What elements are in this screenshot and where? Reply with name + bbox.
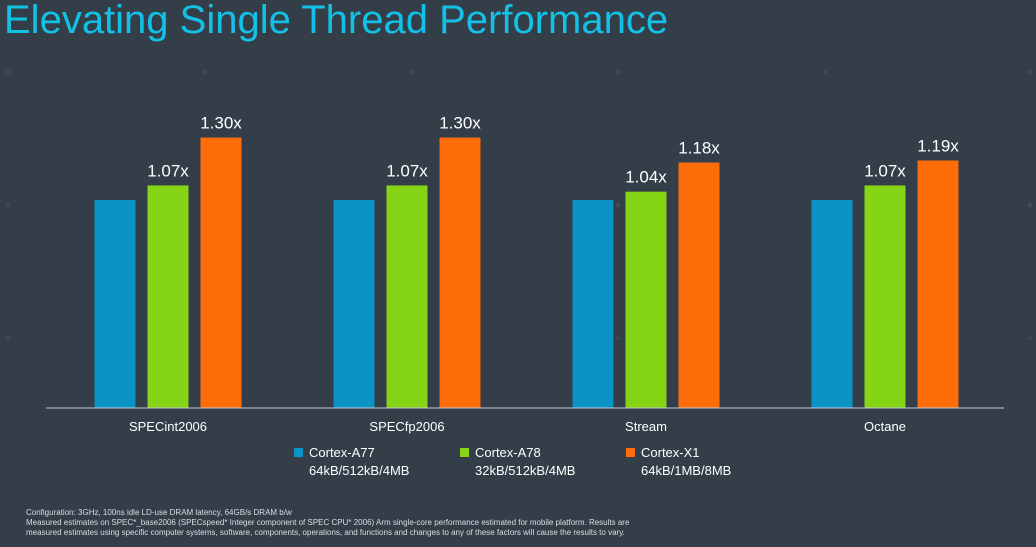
data-label: 1.19x xyxy=(917,136,959,155)
category-label: Stream xyxy=(625,419,667,434)
legend-detail: 64kB/512kB/4MB xyxy=(309,463,410,478)
data-label: 1.07x xyxy=(147,161,189,180)
plus-marker xyxy=(615,335,621,341)
legend-item-cortex-x1: Cortex-X1 64kB/1MB/8MB xyxy=(626,444,731,480)
legend-item-cortex-a77: Cortex-A77 64kB/512kB/4MB xyxy=(294,444,409,480)
plus-marker xyxy=(1027,202,1033,208)
plus-marker xyxy=(5,202,11,208)
bar-cortex-a77-specfp2006 xyxy=(333,200,375,408)
category-label: Octane xyxy=(864,419,906,434)
data-label: 1.18x xyxy=(678,139,720,158)
bar-cortex-a78-stream xyxy=(625,191,667,408)
plus-marker xyxy=(615,69,621,75)
plus-marker xyxy=(409,69,415,75)
plus-marker xyxy=(822,69,828,75)
legend-swatch-cortex-a78 xyxy=(460,448,469,457)
bar-chart: 1.07x 1.30x 1.07x 1.30x 1.04x 1.18x 1.07x 1.19x… xyxy=(5,69,1033,434)
plus-marker xyxy=(202,69,208,75)
plus-marker xyxy=(5,335,11,341)
bars-group xyxy=(94,137,959,408)
bar-cortex-a77-stream xyxy=(572,200,614,408)
category-label: SPECint2006 xyxy=(129,419,207,434)
bar-cortex-a78-specfp2006 xyxy=(386,185,428,408)
bar-cortex-x1-specfp2006 xyxy=(439,137,481,408)
bar-cortex-x1-specint2006 xyxy=(200,137,242,408)
bar-cortex-x1-octane xyxy=(917,160,959,408)
data-label: 1.04x xyxy=(625,168,667,187)
data-label: 1.07x xyxy=(386,161,428,180)
legend-label: Cortex-X1 xyxy=(641,445,700,460)
legend-detail: 64kB/1MB/8MB xyxy=(641,463,732,478)
legend-item-cortex-a78: Cortex-A78 32kB/512kB/4MB xyxy=(460,444,575,480)
page-title: Elevating Single Thread Performance xyxy=(4,0,669,42)
bar-cortex-a78-specint2006 xyxy=(147,185,189,408)
bar-cortex-a77-octane xyxy=(811,200,853,408)
legend-swatch-cortex-a77 xyxy=(294,448,303,457)
legend: Cortex-A77 64kB/512kB/4MB Cortex-A78 32k… xyxy=(0,444,1036,484)
footnote-line: measured estimates using specific comput… xyxy=(26,528,625,537)
footnote-line: Measured estimates on SPEC*_base2006 (SP… xyxy=(26,518,630,527)
plus-marker xyxy=(1027,69,1033,75)
footnote-line: Configuration: 3GHz, 100ns idle LD-use D… xyxy=(26,508,292,517)
bar-cortex-a78-octane xyxy=(864,185,906,408)
data-labels-group: 1.07x 1.30x 1.07x 1.30x 1.04x 1.18x 1.07x 1.19x xyxy=(147,114,959,187)
legend-label: Cortex-A78 xyxy=(475,445,541,460)
category-label: SPECfp2006 xyxy=(369,419,444,434)
category-labels-group: SPECint2006 SPECfp2006 Stream Octane xyxy=(129,419,906,434)
legend-label: Cortex-A77 xyxy=(309,445,375,460)
footnote: Configuration: 3GHz, 100ns idle LD-use D… xyxy=(26,508,1026,538)
plus-marker xyxy=(1027,335,1033,341)
bar-cortex-x1-stream xyxy=(678,162,720,408)
plus-marker xyxy=(5,69,11,75)
data-label: 1.30x xyxy=(200,114,242,133)
data-label: 1.07x xyxy=(864,161,906,180)
data-label: 1.30x xyxy=(439,114,481,133)
legend-swatch-cortex-x1 xyxy=(626,448,635,457)
bar-cortex-a77-specint2006 xyxy=(94,200,136,408)
plus-marker xyxy=(615,202,621,208)
legend-detail: 32kB/512kB/4MB xyxy=(475,463,576,478)
